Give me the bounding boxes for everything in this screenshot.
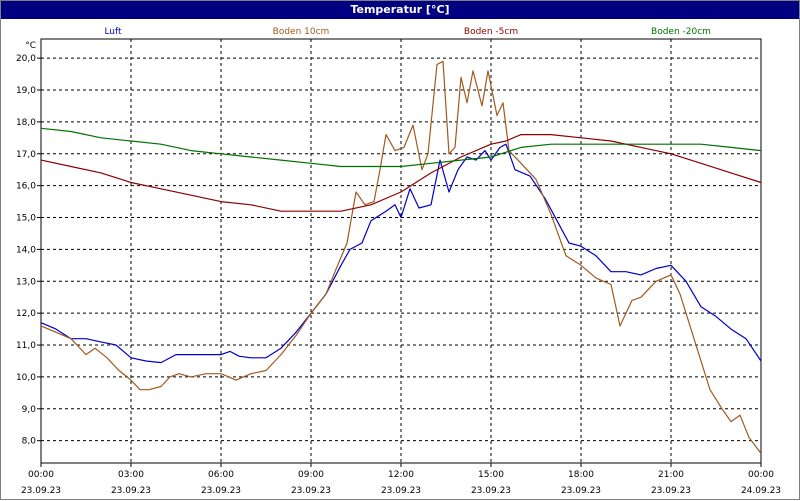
x-tick-time: 03:00 (118, 470, 144, 480)
y-tick-label: 10,0 (16, 373, 36, 383)
y-tick-label: 8,0 (22, 437, 37, 447)
x-tick-date: 23.09.23 (201, 486, 241, 496)
x-tick-date: 23.09.23 (21, 486, 61, 496)
y-tick-label: 16,0 (16, 182, 36, 192)
y-tick-label: 13,0 (16, 277, 36, 287)
legend-entry: Boden 10cm (273, 27, 330, 37)
series-line (40, 127, 762, 168)
x-tick-date: 23.09.23 (651, 486, 691, 496)
series-line (40, 143, 762, 364)
y-tick-label: 17,0 (16, 150, 36, 160)
y-tick-label: 11,0 (16, 341, 36, 351)
series-line (40, 60, 762, 454)
x-tick-time: 15:00 (478, 470, 504, 480)
legend-entry: Boden -20cm (651, 27, 711, 37)
y-tick-label: 12,0 (16, 309, 36, 319)
x-tick-time: 12:00 (388, 470, 414, 480)
y-axis-unit: °C (25, 41, 36, 51)
x-tick-time: 21:00 (658, 470, 684, 480)
x-tick-time: 09:00 (298, 470, 324, 480)
legend-entry: Luft (104, 27, 122, 37)
y-tick-label: 15,0 (16, 214, 36, 224)
y-tick-label: 20,0 (16, 54, 36, 64)
x-tick-date: 23.09.23 (111, 486, 151, 496)
series-line (40, 134, 762, 212)
x-tick-date: 23.09.23 (381, 486, 421, 496)
x-tick-date: 23.09.23 (291, 486, 331, 496)
x-tick-time: 00:00 (28, 470, 54, 480)
legend-entry: Boden -5cm (464, 27, 518, 37)
y-tick-label: 9,0 (22, 405, 37, 415)
x-tick-date: 23.09.23 (561, 486, 601, 496)
x-tick-date: 24.09.23 (741, 486, 781, 496)
x-tick-time: 18:00 (568, 470, 594, 480)
x-tick-date: 23.09.23 (471, 486, 511, 496)
y-tick-label: 19,0 (16, 86, 36, 96)
y-tick-label: 14,0 (16, 245, 36, 255)
chart-title: Temperatur [°C] (1, 1, 799, 19)
y-tick-label: 18,0 (16, 118, 36, 128)
x-tick-time: 06:00 (208, 470, 234, 480)
x-tick-time: 00:00 (748, 470, 774, 480)
